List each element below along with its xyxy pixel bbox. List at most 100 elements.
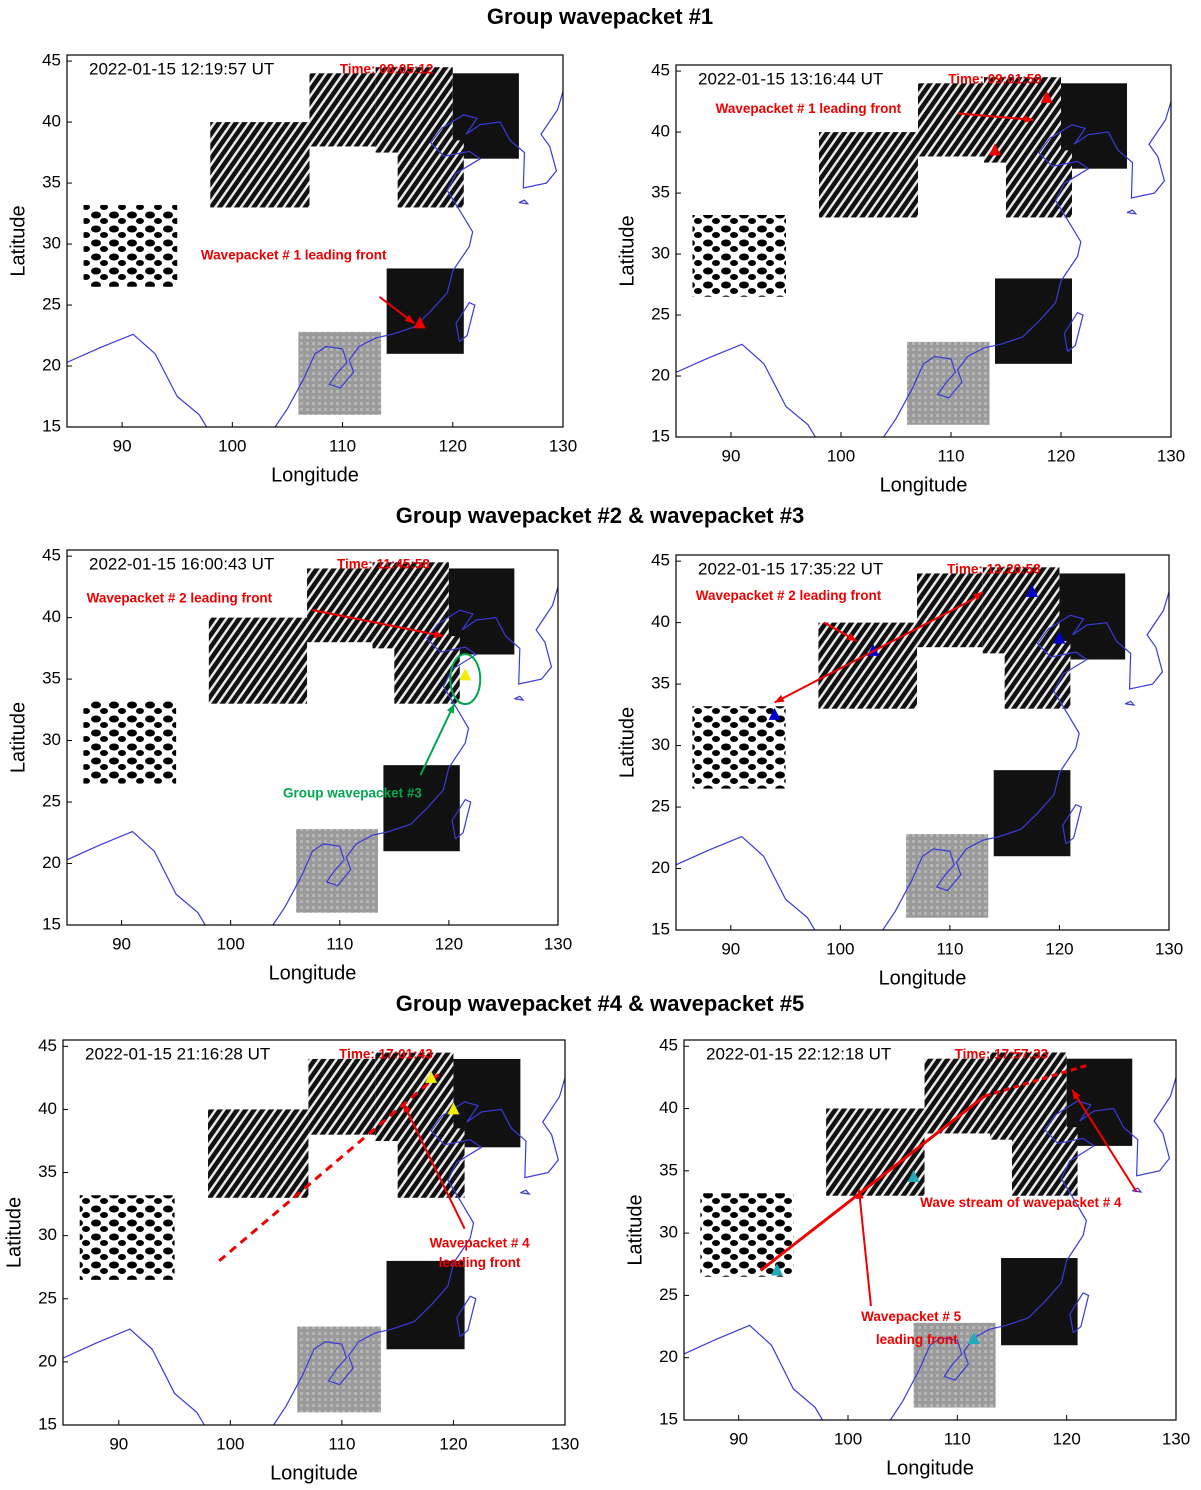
annotation: Wavepacket # 2 leading front [696,588,882,603]
y-tick-label: 20 [651,858,670,877]
x-tick-label: 110 [936,939,963,958]
x-tick-label: 90 [729,1429,748,1448]
y-axis-label: Latitude [624,1194,646,1265]
timestamp: 2022-01-15 16:00:43 UT [89,554,274,573]
image-patch [925,1059,991,1134]
coastline [684,1325,826,1426]
image-patch [994,770,1071,856]
coastline [63,1329,208,1431]
annotation: leading front [876,1332,958,1347]
image-patch [298,332,381,415]
y-tick-label: 35 [651,674,670,693]
y-tick-label: 45 [42,51,61,70]
x-tick-label: 120 [439,436,467,455]
y-tick-label: 25 [651,305,670,324]
y-axis-label: Latitude [3,1197,25,1268]
image-patch [84,205,178,287]
image-patch [376,67,453,152]
image-patch [918,83,984,156]
group-title: Group wavepacket #1 [487,4,713,29]
coastline [676,837,818,937]
annotation: Wavepacket # 1 leading front [201,247,387,262]
x-tick-label: 130 [1155,939,1183,958]
image-patch [983,567,1060,653]
image-patch [906,834,988,918]
image-patch [297,1327,381,1413]
image-patch [80,1195,175,1280]
arrow [859,1190,871,1306]
y-tick-label: 45 [42,546,61,565]
image-patch [819,132,918,217]
timestamp: 2022-01-15 12:19:57 UT [89,59,274,78]
x-axis-label: Longitude [879,967,967,989]
y-tick-label: 20 [42,853,61,872]
coastline [67,334,210,433]
y-tick-label: 30 [42,730,61,749]
coastline [514,696,523,700]
image-patch [308,1059,375,1135]
image-patch [296,829,378,913]
coastline [519,200,528,204]
image-patch [398,140,464,207]
map-area [676,567,1169,936]
image-patch [990,1052,1067,1139]
time-label: Time: 09:01:59 [948,72,1042,87]
y-tick-label: 15 [651,919,670,938]
x-tick-label: 110 [937,446,964,465]
image-patch [1001,1258,1078,1345]
x-tick-label: 110 [326,934,353,953]
image-patch [83,701,176,783]
time-label: Time: 08:05:12 [340,62,434,77]
image-patch [208,1109,308,1197]
x-tick-label: 130 [1162,1429,1190,1448]
map-area [684,1052,1176,1426]
x-tick-label: 110 [328,1434,355,1453]
image-patch [210,122,309,207]
coastline [67,832,209,932]
time-label: Time: 17:01:43 [339,1047,433,1062]
map-area [676,77,1171,443]
y-tick-label: 15 [659,1409,678,1428]
y-tick-label: 45 [651,61,670,80]
x-tick-label: 130 [549,436,577,455]
x-tick-label: 100 [834,1429,862,1448]
image-patch [387,1261,465,1349]
x-axis-label: Longitude [271,464,359,486]
y-tick-label: 25 [651,797,670,816]
y-tick-label: 35 [651,183,670,202]
map-panel: 9010011012013015202530354045LongitudeLat… [616,61,1185,497]
y-axis-label: Latitude [7,205,29,276]
time-label: Time: 11:45:58 [337,557,430,572]
y-tick-label: 30 [38,1225,57,1244]
image-patch [383,765,459,851]
y-tick-label: 35 [38,1162,57,1181]
y-tick-label: 15 [42,416,61,435]
image-patch [907,342,990,425]
y-tick-label: 25 [38,1288,57,1307]
y-tick-label: 20 [38,1351,57,1370]
annotation: Wavepacket # 1 leading front [716,101,902,116]
x-tick-label: 90 [722,446,741,465]
time-label: Time: 13:20:58 [947,562,1041,577]
image-patch [1006,150,1072,217]
x-tick-label: 120 [1047,446,1075,465]
group-title: Group wavepacket #4 & wavepacket #5 [396,991,804,1016]
coastline [520,1190,529,1194]
y-tick-label: 40 [38,1099,57,1118]
y-tick-label: 40 [659,1098,678,1117]
y-tick-label: 45 [38,1036,57,1055]
x-tick-label: 110 [944,1429,971,1448]
map-area [67,562,558,931]
y-tick-label: 15 [38,1414,57,1433]
timestamp: 2022-01-15 22:12:18 UT [706,1044,891,1063]
wavepacket-marker [459,668,471,680]
x-tick-label: 120 [439,1434,467,1453]
x-tick-label: 100 [216,934,244,953]
y-tick-label: 40 [651,612,670,631]
image-patch [309,73,375,146]
y-axis-label: Latitude [616,215,638,286]
annotation: Wavepacket # 5 [861,1309,962,1324]
